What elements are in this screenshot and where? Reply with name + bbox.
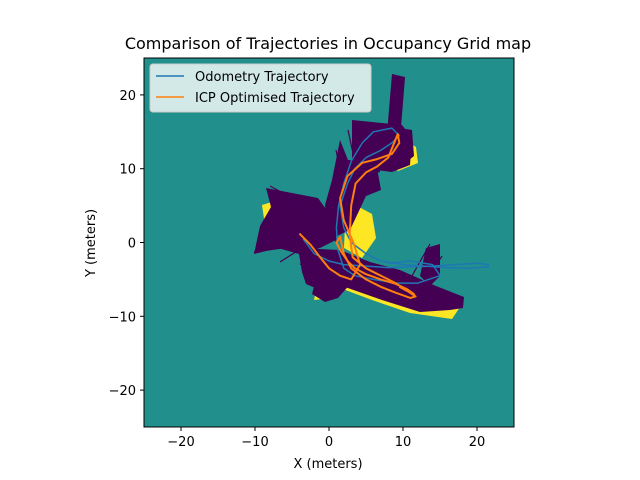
x-tick-label: −20 [167, 435, 194, 450]
y-tick-label: −10 [109, 310, 136, 325]
chart-title: Comparison of Trajectories in Occupancy … [125, 34, 531, 53]
x-tick-label: 20 [469, 435, 486, 450]
x-tick-label: −10 [241, 435, 268, 450]
y-tick-label: 20 [119, 89, 136, 104]
legend-label-odometry: Odometry Trajectory [195, 70, 329, 85]
icp-trajectory-line [298, 133, 417, 299]
legend-label-icp: ICP Optimised Trajectory [195, 91, 355, 106]
legend: Odometry Trajectory ICP Optimised Trajec… [149, 63, 372, 113]
legend-box [149, 63, 372, 113]
x-tick-label: 10 [395, 435, 412, 450]
x-axis-label: X (meters) [293, 457, 362, 472]
y-axis-label: Y (meters) [84, 209, 99, 278]
y-tick-label: 0 [128, 237, 136, 252]
y-tick-label: 10 [119, 163, 136, 178]
y-tick-label: −20 [109, 384, 136, 399]
x-tick-label: 0 [325, 435, 333, 450]
